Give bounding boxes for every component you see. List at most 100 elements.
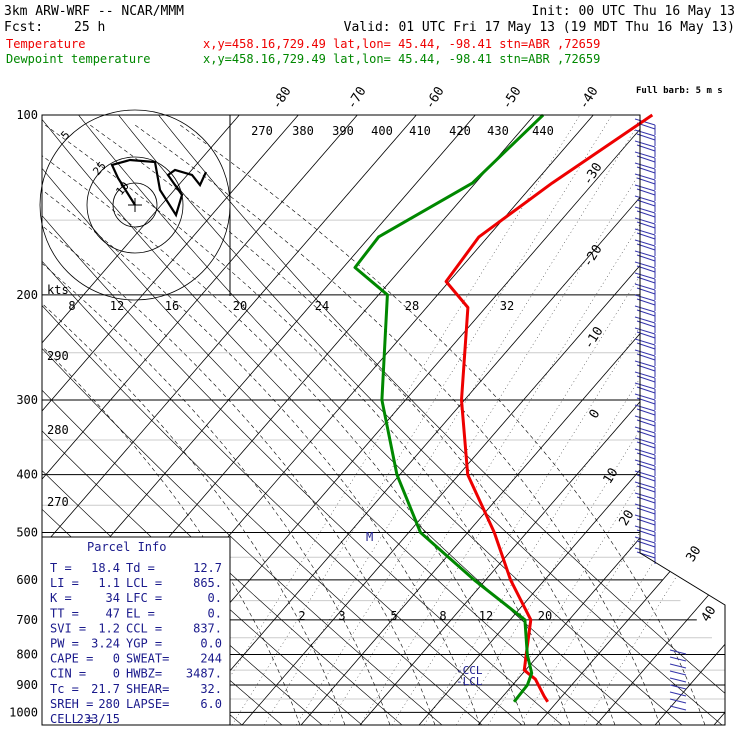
parcel-info-cell: 3487. <box>186 667 222 681</box>
mixing-ratio-line <box>423 115 725 725</box>
pressure-tick-label: 800 <box>16 647 38 661</box>
parcel-info-cell: 0. <box>208 591 222 605</box>
wind-barb-flag <box>634 503 656 511</box>
lower-wind-barb <box>669 656 687 662</box>
parcel-info-cell: 32. <box>200 682 222 696</box>
wind-barb-flag <box>634 272 656 280</box>
legend-temperature: Temperature <box>6 37 85 51</box>
dry-adiabat <box>42 115 603 725</box>
wind-barb-legend: Full barb: 5 m s <box>636 86 723 96</box>
wind-barb-flag <box>634 129 656 137</box>
wind-barb-flag <box>634 305 656 313</box>
lower-wind-barb <box>669 663 687 669</box>
wind-barb-flag <box>634 547 656 555</box>
parcel-info-cell: 244 <box>200 652 222 666</box>
wind-barb-flag <box>634 360 656 368</box>
dry-adiabat <box>42 115 443 725</box>
lower-wind-barb <box>669 649 687 655</box>
theta-label: 400 <box>371 124 393 138</box>
moist-adiabat <box>134 124 661 725</box>
hodo-trace <box>110 158 207 218</box>
theta-label: 410 <box>409 124 431 138</box>
pressure-tick-label: 1000 <box>9 705 38 719</box>
lower-mixing-label: 2 <box>298 609 305 623</box>
hodo-ring-label: 25 <box>90 159 108 178</box>
lower-mixing-label: 20 <box>538 609 552 623</box>
left-theta-label: 290 <box>47 349 69 363</box>
wind-barb-flag <box>634 393 656 401</box>
isotherm <box>536 115 725 725</box>
parcel-info-cell: 34 <box>106 591 120 605</box>
parcel-info-cell: TT = <box>50 606 79 620</box>
wind-barb-flag <box>634 283 656 291</box>
isotherm <box>477 115 725 725</box>
wind-barb-flag <box>634 426 656 434</box>
isotherm-label: -60 <box>422 84 447 112</box>
isotherm <box>654 115 725 725</box>
moist-adiabat <box>42 124 481 725</box>
hodo-ring-middle <box>86 156 184 254</box>
dry-adiabat <box>42 115 483 725</box>
mixing-ratio-label: 16 <box>165 299 179 313</box>
pressure-tick-label: 600 <box>16 573 38 587</box>
isotherm <box>42 115 476 725</box>
hodo-ring-label: 5 <box>58 128 72 141</box>
lower-mixing-label: 8 <box>439 609 446 623</box>
isotherm-label: -70 <box>344 84 369 112</box>
theta-label: 270 <box>251 124 273 138</box>
mixing-ratio-label: 12 <box>110 299 124 313</box>
isotherm <box>359 115 725 725</box>
isotherm-label: -30 <box>580 160 605 188</box>
wind-barb-flag <box>634 448 656 456</box>
parcel-info-panel: Parcel Info T = 18.4 Td = 12.7 LI = 1.1 LCL = 8… <box>41 536 231 726</box>
lcl-label: -LCL <box>456 675 483 688</box>
forecast-label: Fcst: <box>4 20 43 35</box>
dry-adiabat <box>42 115 523 725</box>
forecast-hour: 25 h <box>74 20 105 35</box>
parcel-info-title: Parcel Info <box>87 540 166 554</box>
isotherm <box>595 115 725 725</box>
parcel-info-cell: 1.1 <box>98 576 120 590</box>
isotherm <box>42 115 299 725</box>
profile-lines <box>353 113 654 703</box>
parcel-info-cell: 47 <box>106 606 120 620</box>
wind-barb-flag <box>634 239 656 247</box>
mixing-ratio-line <box>231 115 613 725</box>
plot-frame <box>41 114 726 726</box>
left-theta-label: 280 <box>47 423 69 437</box>
parcel-info-cell: 21.7 <box>91 682 120 696</box>
wind-barb-flag <box>634 338 656 346</box>
wind-barb-flag <box>634 151 656 159</box>
lower-wind-barb <box>669 677 687 683</box>
isotherm-label: 30 <box>684 544 705 565</box>
wind-barb-flag <box>634 382 656 390</box>
hodo-ring-outer <box>39 109 231 301</box>
parcel-info-cell: K = <box>50 591 72 605</box>
wind-barb-flag <box>634 195 656 203</box>
pressure-tick-label: 100 <box>16 108 38 122</box>
isotherm-label: 20 <box>617 508 638 529</box>
moist-adiabat <box>42 124 346 725</box>
parcel-info-cell: 12.7 <box>193 561 222 575</box>
left-theta-label: 270 <box>47 495 69 509</box>
valid-time: Valid: 01 UTC Fri 17 May 13 (19 MDT Thu … <box>344 20 735 35</box>
mixing-ratio-label: 8 <box>68 299 75 313</box>
parcel-info-cell: 0 <box>113 667 120 681</box>
parcel-info-cell: CCL = <box>126 621 162 635</box>
wind-barb-flag <box>634 173 656 181</box>
parcel-info-cell: LI = <box>50 576 79 590</box>
parcel-info-cell: 18.4 <box>91 561 120 575</box>
dry-adiabat <box>42 115 563 725</box>
wind-barb-flag <box>634 525 656 533</box>
theta-label: 420 <box>449 124 471 138</box>
wind-barb-flag <box>634 184 656 192</box>
theta-label: 430 <box>487 124 509 138</box>
dry-adiabat <box>42 115 363 725</box>
isotherm <box>713 115 725 725</box>
lower-mixing-label: 12 <box>479 609 493 623</box>
wind-barb-flag <box>634 261 656 269</box>
lower-mixing-label: 5 <box>390 609 397 623</box>
moist-adiabat <box>179 124 706 725</box>
